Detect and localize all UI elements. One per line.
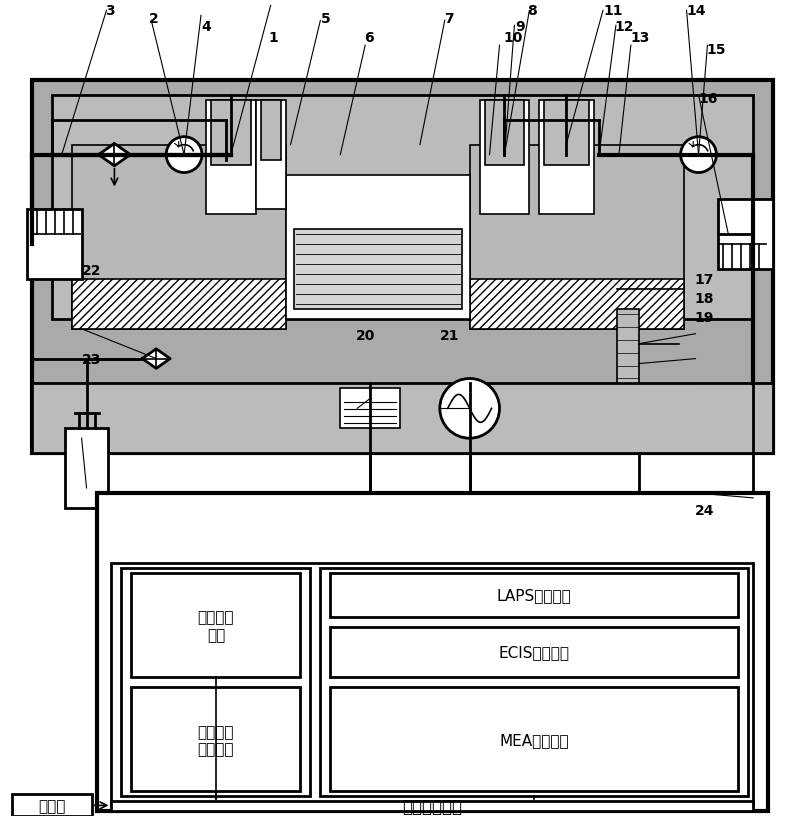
Bar: [718, 200, 773, 269]
Text: 11: 11: [603, 4, 622, 18]
Text: 环境控制: 环境控制: [198, 609, 234, 625]
Circle shape: [440, 379, 499, 439]
Polygon shape: [98, 144, 130, 166]
Bar: [111, 802, 754, 812]
Bar: [320, 568, 748, 796]
Text: 22: 22: [82, 264, 101, 278]
Bar: [32, 81, 773, 454]
Text: MEA检测电路: MEA检测电路: [499, 732, 569, 747]
Text: 中央控制电路: 中央控制电路: [402, 798, 462, 816]
Bar: [261, 101, 281, 161]
Text: 流动分析: 流动分析: [198, 724, 234, 739]
Bar: [485, 101, 524, 165]
Circle shape: [681, 138, 717, 174]
Bar: [52, 96, 754, 319]
Bar: [330, 627, 738, 677]
Text: 15: 15: [706, 43, 726, 57]
Text: 5: 5: [320, 12, 330, 26]
Bar: [470, 279, 683, 329]
Text: 8: 8: [527, 4, 537, 18]
Polygon shape: [142, 350, 170, 369]
Text: ECIS检测电路: ECIS检测电路: [499, 645, 570, 660]
Text: 电路: 电路: [206, 627, 225, 642]
Bar: [122, 568, 310, 796]
Text: 7: 7: [444, 12, 454, 26]
Circle shape: [166, 138, 202, 174]
Bar: [256, 101, 286, 210]
Text: 9: 9: [515, 20, 525, 34]
Bar: [294, 230, 462, 310]
Bar: [539, 101, 594, 215]
Bar: [131, 572, 301, 677]
Text: 17: 17: [694, 273, 714, 287]
Bar: [111, 563, 754, 804]
Bar: [72, 146, 286, 329]
Bar: [211, 101, 250, 165]
Text: 计算机: 计算机: [38, 798, 66, 813]
Bar: [330, 572, 738, 618]
Text: 2: 2: [150, 12, 159, 26]
Text: 14: 14: [686, 4, 706, 18]
Bar: [65, 428, 109, 509]
Text: 21: 21: [440, 328, 459, 342]
Text: 18: 18: [694, 292, 714, 305]
Text: 12: 12: [615, 20, 634, 34]
Text: LAPS检测电路: LAPS检测电路: [497, 588, 572, 603]
Text: 6: 6: [364, 31, 374, 45]
Bar: [12, 794, 91, 817]
Bar: [330, 687, 738, 791]
Text: 24: 24: [694, 504, 714, 518]
Text: 23: 23: [82, 353, 101, 367]
Bar: [340, 389, 400, 428]
Bar: [27, 210, 82, 279]
Text: 20: 20: [356, 328, 375, 342]
Text: 10: 10: [503, 31, 523, 45]
Text: 3: 3: [106, 4, 115, 18]
Bar: [72, 279, 286, 329]
Bar: [206, 101, 256, 215]
Text: 13: 13: [631, 31, 650, 45]
Text: 19: 19: [694, 310, 714, 324]
Text: 控制电路: 控制电路: [198, 742, 234, 757]
Text: 16: 16: [698, 93, 718, 106]
Bar: [32, 384, 773, 454]
Bar: [131, 687, 301, 791]
Bar: [470, 146, 683, 329]
Bar: [544, 101, 589, 165]
Text: 1: 1: [269, 31, 278, 45]
Bar: [480, 101, 530, 215]
Bar: [617, 310, 639, 384]
Bar: [97, 493, 768, 812]
Bar: [286, 175, 470, 319]
Text: 4: 4: [201, 20, 210, 34]
